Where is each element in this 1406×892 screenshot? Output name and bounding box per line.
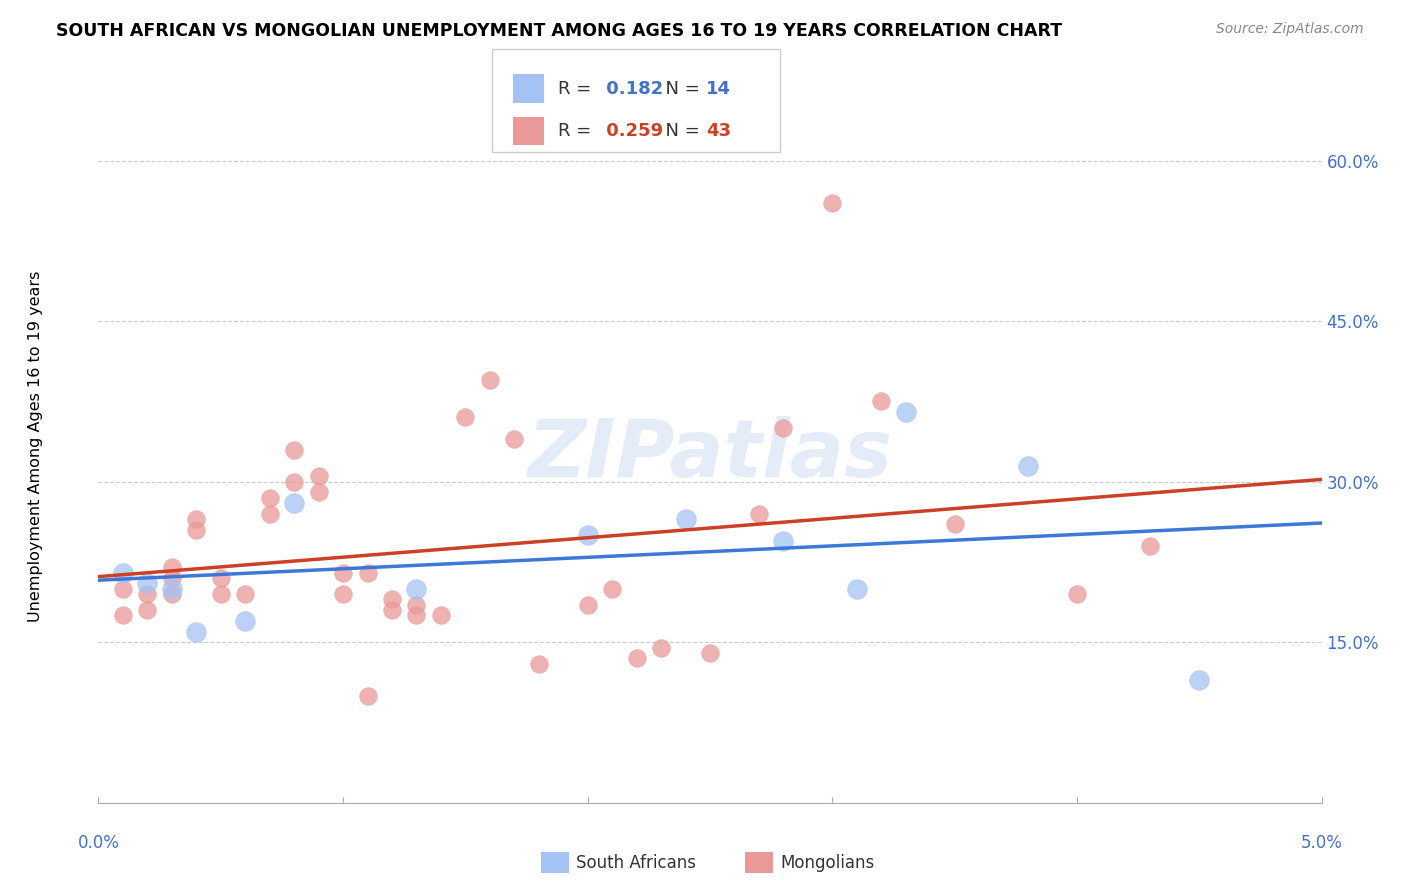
Point (111, 582, 134, 596)
Point (626, 651, 648, 665)
Point (894, 405, 917, 419)
Point (209, 571, 232, 585)
Point (748, 507, 770, 521)
Text: Unemployment Among Ages 16 to 19 years: Unemployment Among Ages 16 to 19 years (28, 270, 42, 622)
Text: N =: N = (654, 122, 706, 140)
Text: R =: R = (558, 79, 598, 97)
Text: ZIPatlas: ZIPatlas (527, 416, 893, 494)
Point (576, 598, 599, 612)
Point (1066, 587, 1088, 601)
Point (675, 512, 697, 526)
Text: SOUTH AFRICAN VS MONGOLIAN UNEMPLOYMENT AMONG AGES 16 TO 19 YEARS CORRELATION CH: SOUTH AFRICAN VS MONGOLIAN UNEMPLOYMENT … (56, 22, 1063, 40)
Point (308, 469, 330, 483)
Point (160, 560, 183, 574)
Point (405, 598, 427, 612)
Point (1139, 539, 1161, 553)
Point (283, 442, 305, 457)
Point (259, 507, 281, 521)
Point (576, 528, 599, 542)
Point (332, 566, 354, 580)
Point (136, 576, 159, 591)
Point (186, 512, 208, 526)
Point (111, 608, 134, 623)
Point (650, 640, 672, 655)
Text: 0.0%: 0.0% (77, 834, 120, 852)
Point (160, 587, 183, 601)
Text: N =: N = (654, 79, 706, 97)
Point (478, 373, 501, 387)
Point (136, 587, 159, 601)
Text: South Africans: South Africans (576, 854, 696, 871)
Point (943, 517, 966, 532)
Point (845, 582, 868, 596)
Text: R =: R = (558, 122, 598, 140)
Point (356, 689, 378, 703)
Point (527, 657, 550, 671)
Point (233, 587, 256, 601)
Point (209, 587, 232, 601)
Point (160, 582, 183, 596)
Point (1017, 458, 1039, 473)
Point (870, 394, 893, 409)
Point (772, 421, 794, 435)
Point (1188, 673, 1211, 687)
Text: 5.0%: 5.0% (1301, 834, 1343, 852)
Text: Mongolians: Mongolians (780, 854, 875, 871)
Text: 43: 43 (706, 122, 731, 140)
Text: 0.182: 0.182 (600, 79, 664, 97)
Point (430, 608, 453, 623)
Point (356, 566, 378, 580)
Point (160, 571, 183, 585)
Point (259, 491, 281, 505)
Point (772, 533, 794, 548)
Point (283, 496, 305, 510)
Point (111, 566, 134, 580)
Point (332, 587, 354, 601)
Point (308, 485, 330, 500)
Point (186, 624, 208, 639)
Text: 14: 14 (706, 79, 731, 97)
Point (381, 603, 404, 617)
Text: Source: ZipAtlas.com: Source: ZipAtlas.com (1216, 22, 1364, 37)
Point (186, 523, 208, 537)
Point (503, 432, 526, 446)
Point (233, 614, 256, 628)
Point (381, 592, 404, 607)
Point (405, 608, 427, 623)
Text: 0.259: 0.259 (600, 122, 664, 140)
Point (600, 582, 623, 596)
Point (283, 475, 305, 489)
Point (136, 603, 159, 617)
Point (699, 646, 721, 660)
Point (454, 410, 477, 425)
Point (821, 196, 844, 211)
Point (405, 582, 427, 596)
